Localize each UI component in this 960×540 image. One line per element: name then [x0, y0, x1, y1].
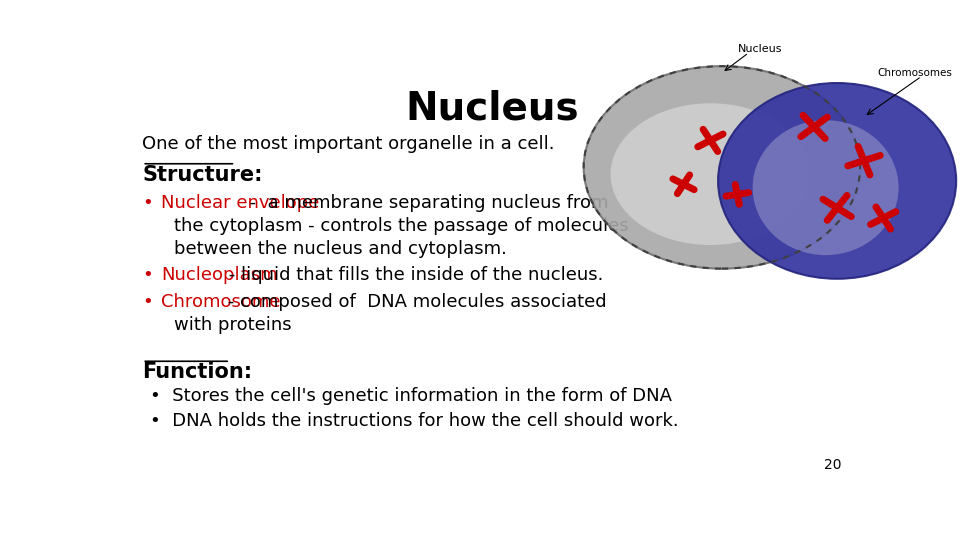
- Text: Structure:: Structure:: [142, 165, 263, 185]
- Text: •: •: [142, 266, 153, 285]
- Text: Function:: Function:: [142, 362, 252, 382]
- Text: One of the most important organelle in a cell.: One of the most important organelle in a…: [142, 136, 555, 153]
- Text: Nucleus: Nucleus: [738, 44, 782, 55]
- Text: between the nucleus and cytoplasm.: between the nucleus and cytoplasm.: [174, 240, 507, 258]
- Text: - liquid that fills the inside of the nucleus.: - liquid that fills the inside of the nu…: [223, 266, 603, 285]
- Text: 20: 20: [825, 458, 842, 472]
- Text: Chromosomes: Chromosomes: [877, 68, 952, 78]
- Text: Nuclear envelope: Nuclear envelope: [161, 194, 320, 212]
- Text: - composed of  DNA molecules associated: - composed of DNA molecules associated: [222, 294, 607, 312]
- Text: -  a membrane separating nucleus from: - a membrane separating nucleus from: [237, 194, 608, 212]
- Text: •: •: [142, 194, 153, 212]
- Text: Nucleus: Nucleus: [405, 90, 579, 128]
- Text: the cytoplasm - controls the passage of molecules: the cytoplasm - controls the passage of …: [174, 218, 628, 235]
- Ellipse shape: [584, 66, 860, 268]
- Text: Nucleoplasm: Nucleoplasm: [161, 266, 277, 285]
- Text: Chromosome: Chromosome: [161, 294, 280, 312]
- Ellipse shape: [611, 103, 810, 245]
- Ellipse shape: [718, 83, 956, 279]
- Text: •  DNA holds the instructions for how the cell should work.: • DNA holds the instructions for how the…: [150, 412, 679, 430]
- Ellipse shape: [753, 120, 899, 255]
- Text: •: •: [142, 294, 153, 312]
- Text: •  Stores the cell's genetic information in the form of DNA: • Stores the cell's genetic information …: [150, 387, 672, 405]
- Text: with proteins: with proteins: [174, 316, 291, 334]
